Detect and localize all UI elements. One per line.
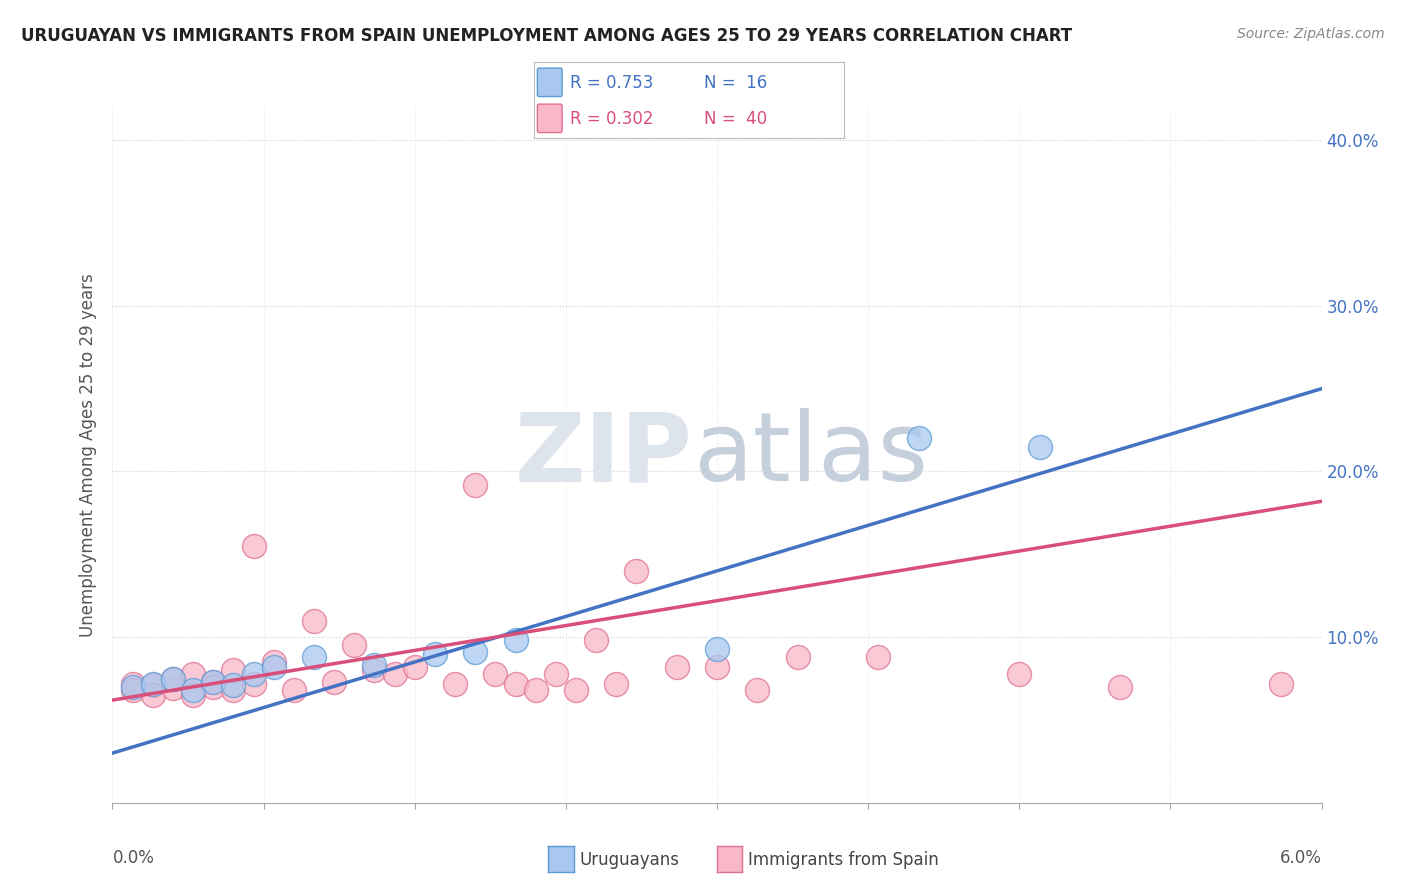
Text: N =  40: N = 40	[704, 110, 768, 128]
Point	[181, 688, 204, 702]
Text: 0.0%: 0.0%	[112, 849, 155, 867]
Point	[786, 650, 808, 665]
Point	[404, 660, 426, 674]
Text: N =  16: N = 16	[704, 73, 768, 92]
Point	[242, 666, 264, 681]
Point	[1008, 666, 1031, 681]
Point	[868, 650, 890, 665]
Point	[242, 676, 264, 690]
Point	[302, 614, 325, 628]
Point	[121, 680, 143, 694]
Point	[162, 672, 184, 686]
Point	[1270, 676, 1292, 690]
Point	[242, 539, 264, 553]
Point	[444, 676, 467, 690]
Text: 6.0%: 6.0%	[1279, 849, 1322, 867]
Point	[626, 564, 648, 578]
Point	[1028, 440, 1050, 454]
Point	[323, 674, 346, 689]
Text: URUGUAYAN VS IMMIGRANTS FROM SPAIN UNEMPLOYMENT AMONG AGES 25 TO 29 YEARS CORREL: URUGUAYAN VS IMMIGRANTS FROM SPAIN UNEMP…	[21, 27, 1073, 45]
Point	[585, 633, 607, 648]
Point	[706, 660, 728, 674]
Point	[505, 676, 527, 690]
Point	[202, 674, 225, 689]
Text: Uruguayans: Uruguayans	[579, 851, 679, 869]
Text: ZIP: ZIP	[515, 409, 693, 501]
Point	[484, 666, 506, 681]
Point	[263, 655, 285, 669]
Point	[222, 678, 245, 692]
Point	[222, 683, 245, 698]
Point	[181, 666, 204, 681]
Text: R = 0.753: R = 0.753	[569, 73, 654, 92]
Point	[747, 683, 769, 698]
Point	[524, 683, 547, 698]
Point	[363, 658, 385, 673]
Point	[464, 645, 486, 659]
Point	[162, 672, 184, 686]
Point	[121, 683, 143, 698]
Text: atlas: atlas	[693, 409, 928, 501]
Point	[423, 647, 446, 661]
Point	[605, 676, 627, 690]
FancyBboxPatch shape	[537, 104, 562, 133]
Point	[263, 660, 285, 674]
Point	[302, 650, 325, 665]
Point	[544, 666, 567, 681]
Point	[464, 477, 486, 491]
Point	[202, 674, 225, 689]
Point	[706, 641, 728, 656]
Point	[343, 639, 366, 653]
Point	[121, 676, 143, 690]
Point	[1109, 680, 1132, 694]
Point	[505, 633, 527, 648]
Point	[665, 660, 688, 674]
Point	[363, 663, 385, 677]
Point	[565, 683, 588, 698]
FancyBboxPatch shape	[537, 68, 562, 96]
Text: Immigrants from Spain: Immigrants from Spain	[748, 851, 939, 869]
Point	[907, 431, 929, 445]
Text: Source: ZipAtlas.com: Source: ZipAtlas.com	[1237, 27, 1385, 41]
Point	[384, 666, 406, 681]
Point	[142, 688, 165, 702]
Text: R = 0.302: R = 0.302	[569, 110, 654, 128]
Point	[142, 678, 165, 692]
Point	[283, 683, 305, 698]
Point	[202, 680, 225, 694]
Y-axis label: Unemployment Among Ages 25 to 29 years: Unemployment Among Ages 25 to 29 years	[79, 273, 97, 637]
Point	[181, 683, 204, 698]
Point	[142, 676, 165, 690]
Point	[222, 663, 245, 677]
Point	[162, 681, 184, 696]
